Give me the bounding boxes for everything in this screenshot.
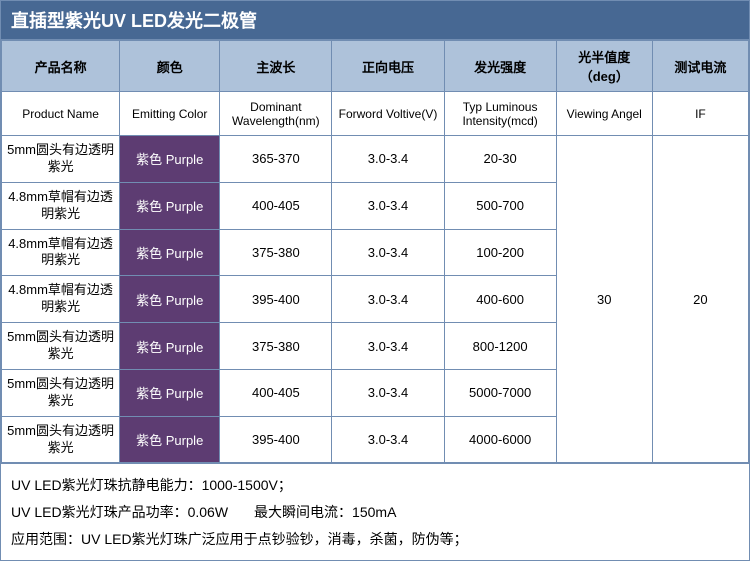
cell-intensity: 400-600	[444, 276, 556, 323]
footer-power: UV LED紫光灯珠产品功率：0.06W	[11, 504, 228, 520]
col-angle-en: Viewing Angel	[556, 92, 652, 136]
cell-wavelength: 395-400	[220, 416, 332, 463]
col-voltage-cn: 正向电压	[332, 41, 444, 92]
cell-color: 紫色 Purple	[120, 182, 220, 229]
col-if-cn: 测试电流	[652, 41, 748, 92]
cell-voltage: 3.0-3.4	[332, 416, 444, 463]
cell-wavelength: 375-380	[220, 229, 332, 276]
footer-peak-current: 最大瞬间电流：150mA	[254, 504, 396, 520]
col-if-en: IF	[652, 92, 748, 136]
cell-intensity: 4000-6000	[444, 416, 556, 463]
col-name-en: Product Name	[2, 92, 120, 136]
cell-wavelength: 400-405	[220, 369, 332, 416]
col-wavelength-en: Dominant Wavelength(nm)	[220, 92, 332, 136]
cell-color: 紫色 Purple	[120, 229, 220, 276]
cell-name: 5mm圆头有边透明紫光	[2, 416, 120, 463]
col-name-cn: 产品名称	[2, 41, 120, 92]
col-intensity-en: Typ Luminous Intensity(mcd)	[444, 92, 556, 136]
cell-wavelength: 365-370	[220, 136, 332, 183]
col-intensity-cn: 发光强度	[444, 41, 556, 92]
cell-color: 紫色 Purple	[120, 416, 220, 463]
cell-wavelength: 395-400	[220, 276, 332, 323]
cell-voltage: 3.0-3.4	[332, 369, 444, 416]
cell-if: 20	[652, 136, 748, 463]
cell-name: 4.8mm草帽有边透明紫光	[2, 276, 120, 323]
footer-notes: UV LED紫光灯珠抗静电能力：1000-1500V； UV LED紫光灯珠产品…	[1, 463, 749, 560]
footer-line-1: UV LED紫光灯珠抗静电能力：1000-1500V；	[11, 472, 739, 499]
cell-name: 5mm圆头有边透明紫光	[2, 136, 120, 183]
cell-voltage: 3.0-3.4	[332, 323, 444, 370]
cell-intensity: 20-30	[444, 136, 556, 183]
col-voltage-en: Forword Voltive(V)	[332, 92, 444, 136]
col-color-en: Emitting Color	[120, 92, 220, 136]
cell-wavelength: 400-405	[220, 182, 332, 229]
cell-color: 紫色 Purple	[120, 276, 220, 323]
cell-color: 紫色 Purple	[120, 369, 220, 416]
cell-intensity: 5000-7000	[444, 369, 556, 416]
table-row: 5mm圆头有边透明紫光 紫色 Purple 365-370 3.0-3.4 20…	[2, 136, 749, 183]
cell-voltage: 3.0-3.4	[332, 136, 444, 183]
cell-name: 4.8mm草帽有边透明紫光	[2, 229, 120, 276]
col-angle-cn: 光半值度（deg）	[556, 41, 652, 92]
header-row-en: Product Name Emitting Color Dominant Wav…	[2, 92, 749, 136]
cell-color: 紫色 Purple	[120, 323, 220, 370]
col-wavelength-cn: 主波长	[220, 41, 332, 92]
spec-table: 产品名称 颜色 主波长 正向电压 发光强度 光半值度（deg） 测试电流 Pro…	[1, 40, 749, 463]
cell-wavelength: 375-380	[220, 323, 332, 370]
spec-sheet: 直插型紫光UV LED发光二极管 产品名称 颜色 主波长 正向电压 发光强度 光…	[0, 0, 750, 561]
header-row-cn: 产品名称 颜色 主波长 正向电压 发光强度 光半值度（deg） 测试电流	[2, 41, 749, 92]
cell-voltage: 3.0-3.4	[332, 229, 444, 276]
footer-line-3: 应用范围：UV LED紫光灯珠广泛应用于点钞验钞，消毒，杀菌，防伪等；	[11, 526, 739, 553]
cell-name: 5mm圆头有边透明紫光	[2, 323, 120, 370]
cell-intensity: 800-1200	[444, 323, 556, 370]
cell-viewing-angle: 30	[556, 136, 652, 463]
cell-name: 5mm圆头有边透明紫光	[2, 369, 120, 416]
cell-voltage: 3.0-3.4	[332, 276, 444, 323]
table-body: 5mm圆头有边透明紫光 紫色 Purple 365-370 3.0-3.4 20…	[2, 136, 749, 463]
col-color-cn: 颜色	[120, 41, 220, 92]
cell-voltage: 3.0-3.4	[332, 182, 444, 229]
cell-color: 紫色 Purple	[120, 136, 220, 183]
cell-name: 4.8mm草帽有边透明紫光	[2, 182, 120, 229]
cell-intensity: 100-200	[444, 229, 556, 276]
footer-line-2: UV LED紫光灯珠产品功率：0.06W 最大瞬间电流：150mA	[11, 499, 739, 526]
sheet-title: 直插型紫光UV LED发光二极管	[1, 1, 749, 40]
cell-intensity: 500-700	[444, 182, 556, 229]
